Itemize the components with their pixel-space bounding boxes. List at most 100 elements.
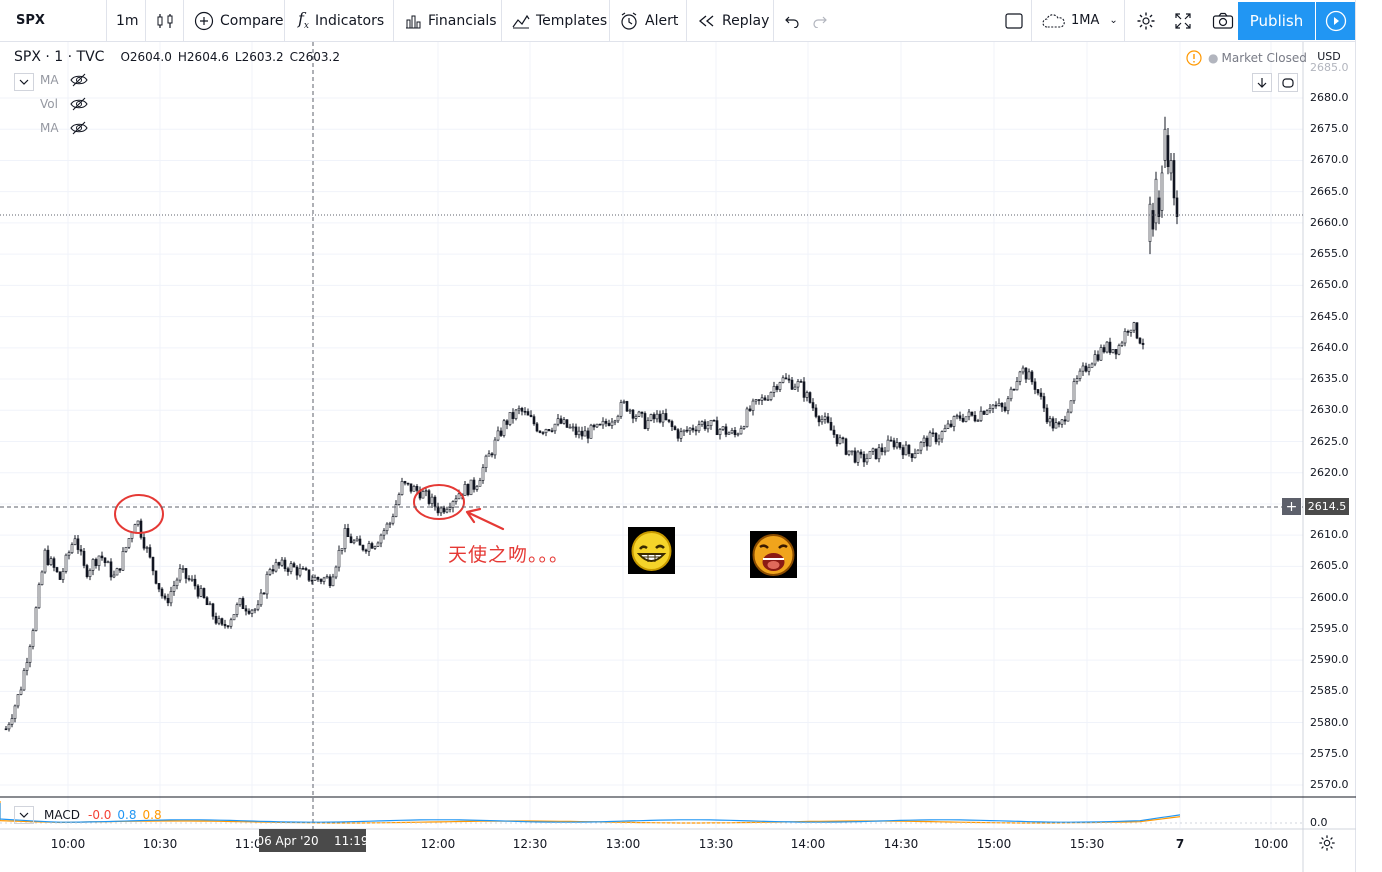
candle-body <box>46 549 50 565</box>
highlight-circle-1[interactable] <box>114 494 164 534</box>
candle-body <box>268 569 272 575</box>
redo-button[interactable] <box>804 0 836 41</box>
candle-body <box>796 381 800 388</box>
legend-symbol[interactable]: SPX · 1 · TVC <box>14 49 105 65</box>
templates-button[interactable]: Templates <box>503 0 615 41</box>
interval-button[interactable]: 1m <box>108 0 147 41</box>
low-value: 2603.2 <box>241 50 284 64</box>
laughing-emoji-icon[interactable] <box>750 531 797 578</box>
alert-label: Alert <box>645 12 679 29</box>
arrow-down-icon <box>1257 77 1267 88</box>
candle-body <box>457 493 461 500</box>
candle-body <box>91 559 95 571</box>
settings-button[interactable] <box>1128 0 1164 41</box>
fullscreen-button[interactable] <box>1166 0 1200 41</box>
collapse-indicators-button[interactable] <box>14 73 34 91</box>
eye-hidden-icon[interactable] <box>70 73 88 87</box>
candle-body <box>592 424 596 428</box>
candle-body <box>1039 392 1043 397</box>
collapse-macd-button[interactable] <box>14 806 34 824</box>
price-tick-label: 2600.0 <box>1310 590 1349 604</box>
alert-button[interactable]: Alert <box>611 0 686 41</box>
layout-name: 1MA <box>1071 13 1100 28</box>
open-value: 2604.0 <box>129 50 172 64</box>
price-chart[interactable] <box>0 42 1356 872</box>
indicator-ma-2[interactable]: MA <box>40 121 88 135</box>
candle-body <box>478 480 482 487</box>
publish-button[interactable]: Publish <box>1238 2 1315 40</box>
candle-body <box>7 723 11 730</box>
candle-body <box>1054 422 1058 429</box>
grin-emoji-icon[interactable] <box>628 527 675 574</box>
financials-button[interactable]: Financials <box>396 0 505 41</box>
play-button[interactable] <box>1316 2 1356 40</box>
time-tick-label: 13:30 <box>698 837 734 851</box>
candle-body <box>898 442 902 448</box>
eye-hidden-icon[interactable] <box>70 121 88 135</box>
symbol-search[interactable]: SPX <box>8 0 53 41</box>
candle-body <box>508 412 512 425</box>
candle-body <box>1072 381 1076 402</box>
market-status[interactable]: ● Market Closed <box>1186 50 1307 66</box>
highlight-circle-2[interactable] <box>413 484 465 520</box>
close-value: 2603.2 <box>298 50 340 64</box>
candle-body <box>550 430 554 432</box>
candle-body <box>1048 418 1052 423</box>
candle-body <box>784 377 788 380</box>
candle-body <box>991 404 995 409</box>
annotation-text[interactable]: 天使之吻。。。 <box>448 544 570 566</box>
currency-badge[interactable]: USD <box>1310 48 1348 64</box>
chart-settings-button[interactable] <box>1318 834 1336 856</box>
candle-body <box>601 420 605 426</box>
candle-body <box>499 430 503 436</box>
candle-body <box>568 426 572 429</box>
indicators-button[interactable]: fx Indicators <box>290 0 392 41</box>
candle-body <box>310 579 314 582</box>
candle-body <box>685 429 689 432</box>
candle-body <box>82 550 86 566</box>
reset-scale-button[interactable] <box>1278 73 1298 92</box>
crosshair-price-tag: 2614.5 <box>1305 498 1349 515</box>
chart-type-button[interactable] <box>148 0 182 41</box>
candle-body <box>61 571 65 580</box>
eye-hidden-icon[interactable] <box>70 97 88 111</box>
fullscreen-layout-button[interactable] <box>996 0 1032 41</box>
macd-name[interactable]: MACD <box>44 808 80 822</box>
candle-body <box>877 447 881 460</box>
candle-body <box>799 381 803 383</box>
undo-button[interactable] <box>776 0 808 41</box>
candle-body <box>967 411 971 418</box>
annotation-arrow[interactable] <box>465 507 505 531</box>
candle-body <box>1075 378 1079 382</box>
candle-body <box>805 392 809 398</box>
add-alert-plus-button[interactable]: + <box>1282 498 1301 515</box>
candle-body <box>802 381 806 398</box>
candle-body <box>127 538 131 548</box>
candle-body <box>64 554 68 572</box>
replay-button[interactable]: Replay <box>690 0 777 41</box>
candle-body <box>328 576 332 587</box>
scroll-to-latest-button[interactable] <box>1252 73 1272 92</box>
time-tick-label: 12:30 <box>512 837 548 851</box>
indicator-vol[interactable]: Vol <box>40 97 88 111</box>
candle-body <box>697 424 701 432</box>
candle-body <box>415 485 419 491</box>
candle-body <box>349 536 353 544</box>
candle-body <box>1078 370 1082 379</box>
candle-body <box>1172 160 1176 199</box>
compare-button[interactable]: Compare <box>186 0 292 41</box>
candle-body <box>571 426 575 429</box>
price-tick-label: 2630.0 <box>1310 403 1349 417</box>
indicator-ma-1[interactable]: MA <box>40 73 88 87</box>
candle-body <box>454 498 458 502</box>
candle-body <box>85 565 89 577</box>
snapshot-button[interactable] <box>1204 0 1242 41</box>
warning-circle-icon <box>1186 50 1202 66</box>
candle-body <box>754 399 758 402</box>
currency-label: USD <box>1317 49 1341 63</box>
candle-body <box>73 538 77 545</box>
candle-body <box>1033 381 1037 390</box>
candle-body <box>544 429 548 433</box>
layout-button[interactable]: 1MA ⌄ <box>1033 0 1126 41</box>
candle-body <box>313 577 317 581</box>
